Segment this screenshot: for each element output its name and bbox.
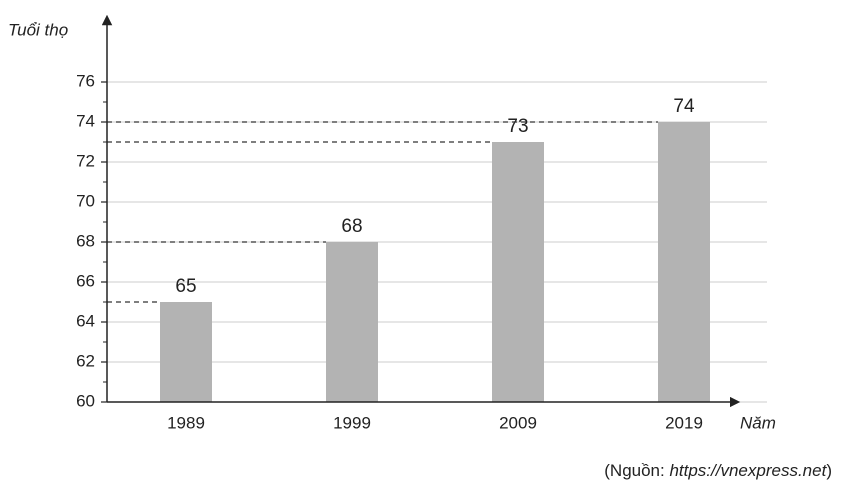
y-tick-label: 74 bbox=[76, 111, 95, 130]
value-label: 74 bbox=[673, 96, 695, 117]
y-tick-label: 66 bbox=[76, 271, 95, 290]
source-suffix: ) bbox=[826, 461, 832, 480]
y-tick-label: 70 bbox=[76, 191, 95, 210]
y-tick-label: 64 bbox=[76, 311, 95, 330]
x-tick-label: 2019 bbox=[665, 413, 703, 432]
source-url: https://vnexpress.net bbox=[669, 461, 827, 480]
x-tick-label: 1989 bbox=[167, 413, 205, 432]
value-label: 73 bbox=[507, 116, 528, 137]
x-tick-label: 2009 bbox=[499, 413, 537, 432]
source-prefix: (Nguồn: bbox=[604, 461, 669, 480]
y-tick-label: 68 bbox=[76, 231, 95, 250]
bar bbox=[658, 122, 710, 402]
y-axis-label: Tuổi thọ bbox=[8, 20, 68, 39]
bar bbox=[160, 302, 212, 402]
y-tick-label: 72 bbox=[76, 151, 95, 170]
plot: 60 62 64 66 68 70 72 74 76 1989 65 1999 68 2009 73 2019… bbox=[76, 71, 767, 432]
bar bbox=[492, 142, 544, 402]
x-tick-label: 1999 bbox=[333, 413, 371, 432]
bar bbox=[326, 242, 378, 402]
value-label: 68 bbox=[341, 216, 362, 237]
y-tick-label: 76 bbox=[76, 71, 95, 90]
value-label: 65 bbox=[175, 276, 196, 297]
source: (Nguồn: https://vnexpress.net) bbox=[604, 461, 832, 480]
y-tick-label: 60 bbox=[76, 391, 95, 410]
y-tick-label: 62 bbox=[76, 351, 95, 370]
x-axis-label: Năm bbox=[740, 413, 776, 432]
